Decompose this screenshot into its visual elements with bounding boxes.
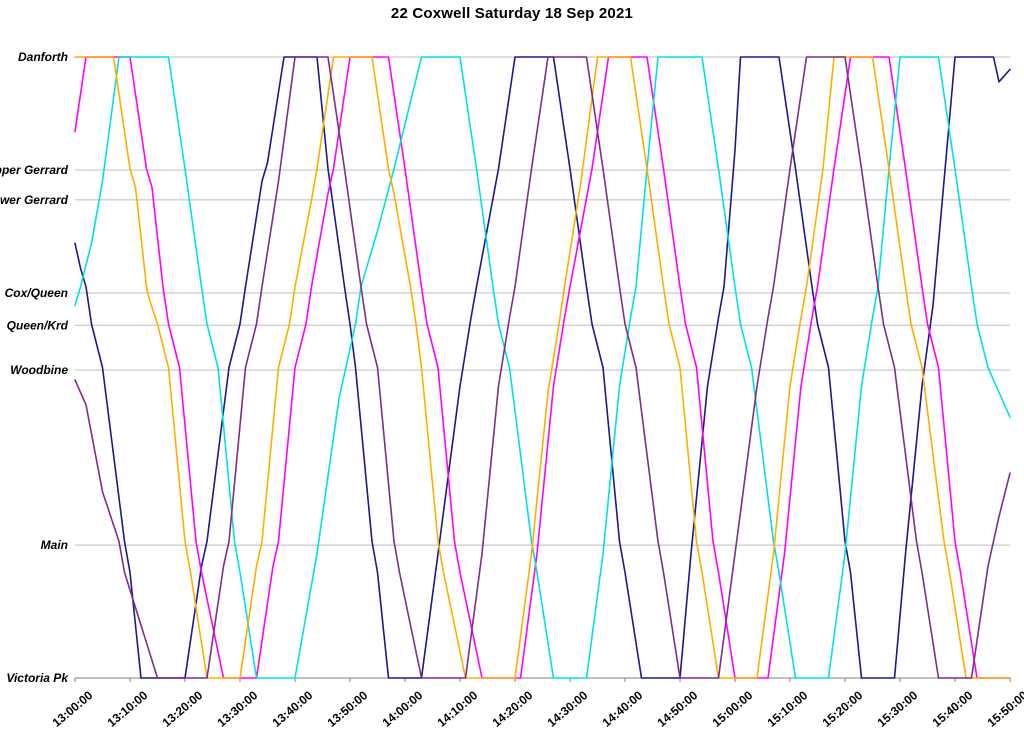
x-tick-label-14: 15:20:00	[820, 688, 866, 730]
stop-label-danforth: Danforth	[18, 50, 68, 64]
x-tick-label-4: 13:40:00	[270, 688, 316, 730]
stop-label-woodbine: Woodbine	[10, 363, 68, 377]
stop-label-main: Main	[41, 538, 68, 552]
x-tick-label-5: 13:50:00	[325, 688, 371, 730]
x-tick-label-3: 13:30:00	[215, 688, 261, 730]
x-tick-label-6: 14:00:00	[380, 688, 426, 730]
x-tick-label-11: 14:50:00	[655, 688, 701, 730]
stop-label-cox-queen: Cox/Queen	[5, 286, 68, 300]
x-tick-label-0: 13:00:00	[50, 688, 96, 730]
stop-label-upper-gerrard: Upper Gerrard	[0, 163, 69, 177]
x-tick-label-13: 15:10:00	[765, 688, 811, 730]
x-tick-label-9: 14:30:00	[545, 688, 591, 730]
series-line-vehicle-magenta	[74, 56, 1011, 679]
stop-label-victoria-pk: Victoria Pk	[6, 671, 69, 685]
chart-title: 22 Coxwell Saturday 18 Sep 2021	[390, 5, 634, 22]
series-line-vehicle-navy	[74, 56, 1011, 679]
x-tick-label-15: 15:30:00	[875, 688, 921, 730]
stop-label-lower-gerrard: Lower Gerrard	[0, 193, 69, 207]
x-tick-label-16: 15:40:00	[930, 688, 976, 730]
x-tick-label-2: 13:20:00	[160, 688, 206, 730]
x-tick-label-8: 14:20:00	[490, 688, 536, 730]
x-tick-label-12: 15:00:00	[710, 688, 756, 730]
x-tick-label-10: 14:40:00	[600, 688, 646, 730]
x-tick-label-17: 15:50:00	[985, 688, 1024, 730]
stop-label-queen-krd: Queen/Krd	[7, 318, 69, 332]
x-tick-label-7: 14:10:00	[435, 688, 481, 730]
series-line-vehicle-cyan	[74, 56, 1011, 679]
x-tick-label-1: 13:10:00	[105, 688, 151, 730]
series-line-vehicle-purple	[74, 56, 1011, 679]
series-line-vehicle-orange	[74, 56, 1011, 679]
